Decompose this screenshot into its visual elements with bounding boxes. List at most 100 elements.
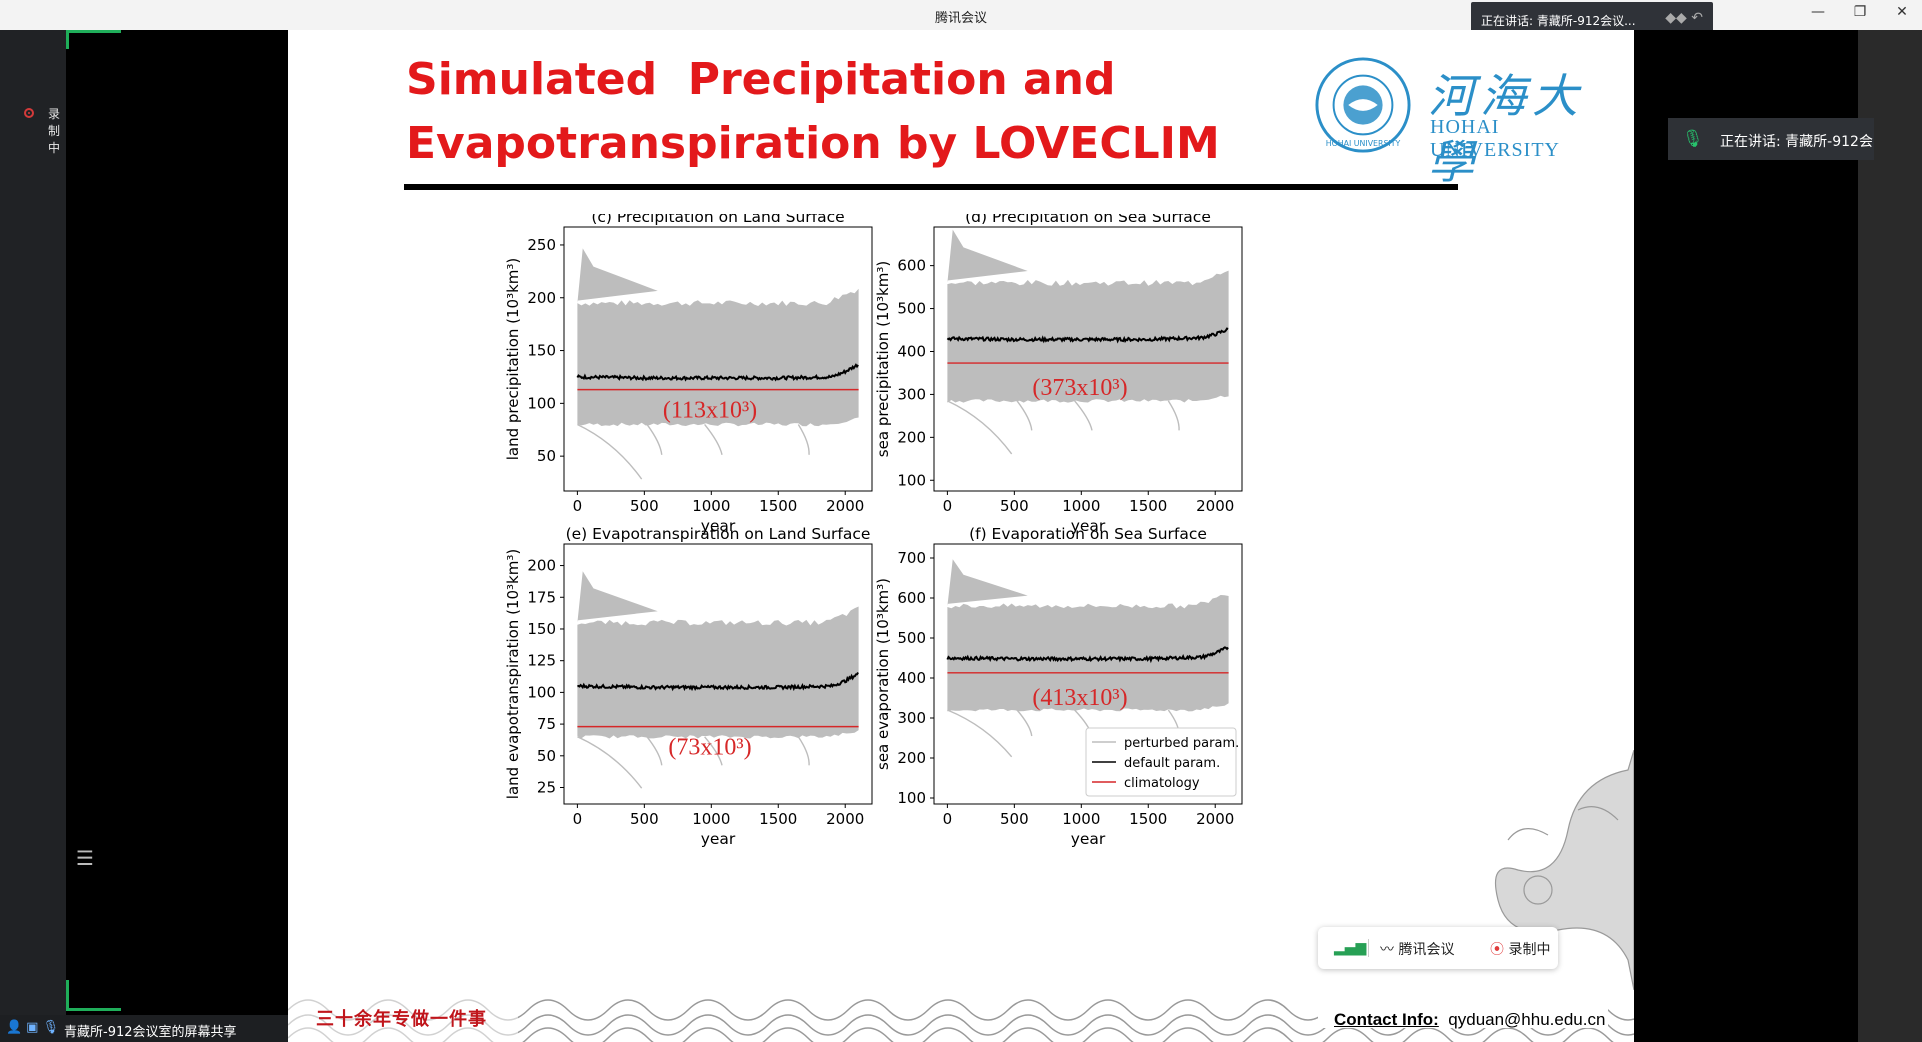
- x-axis-label: year: [1071, 517, 1106, 535]
- chart-panel-2: 0 500 1000 1500 2000 25 50 75 100 125 150 175 200 (e)…: [504, 525, 873, 848]
- perturbed-outlier-runs: [947, 559, 1028, 606]
- right-video-area: [1634, 30, 1858, 1042]
- plot-frame: [563, 226, 873, 492]
- legend-label: default param.: [1124, 756, 1220, 771]
- right-panel: [1858, 30, 1922, 1042]
- recording-icon: [24, 108, 34, 118]
- minimize-button[interactable]: —: [1811, 4, 1825, 20]
- meeting-app-button[interactable]: 〰 腾讯会议: [1380, 939, 1454, 959]
- y-tick-label: 250: [527, 236, 556, 254]
- left-panel: 录制中: [0, 30, 66, 1015]
- x-tick-label: 2000: [826, 810, 864, 828]
- x-tick-label: 1000: [692, 810, 730, 828]
- x-tick-label: 0: [573, 497, 583, 515]
- y-tick-label: 25: [537, 779, 556, 797]
- speaking-text: 正在讲话: 青藏所-912会议...: [1481, 14, 1636, 28]
- legend-label: climatology: [1124, 776, 1200, 791]
- x-tick-label: 1000: [1062, 497, 1100, 515]
- legend-label: perturbed param.: [1124, 736, 1239, 751]
- y-tick-label: 100: [527, 394, 556, 412]
- default-param-line: [946, 327, 1229, 344]
- floating-meeting-toolbar[interactable]: ▂▄▆ 〰 腾讯会议 ⦿ 录制中: [1318, 927, 1558, 969]
- plot-frame: [563, 543, 873, 805]
- footer-slogan: 三十余年专做一件事: [316, 1009, 487, 1030]
- slide-title: Simulated Precipitation and Evapotranspi…: [406, 48, 1220, 176]
- perturbed-run-line: [1016, 709, 1033, 737]
- y-tick-label: 300: [897, 709, 926, 727]
- perturbed-ensemble: [577, 571, 859, 739]
- recording-button[interactable]: ⦿ 录制中: [1490, 939, 1550, 959]
- record-label: 录制中: [1508, 942, 1551, 958]
- active-frame-corner: [66, 30, 121, 49]
- x-tick-label: 1500: [1129, 497, 1167, 515]
- plot-frame: [933, 226, 1243, 492]
- y-tick-label: 200: [897, 749, 926, 767]
- perturbed-outlier-runs: [577, 248, 658, 304]
- perturbed-ensemble-band: [577, 606, 859, 739]
- y-tick-label: 100: [897, 471, 926, 489]
- legend-box: [1085, 727, 1237, 797]
- perturbed-run-line: [947, 709, 1013, 758]
- x-tick-label: 500: [1000, 810, 1029, 828]
- record-icon: ⦿: [1490, 942, 1504, 958]
- climatology-annotation: (113x10³): [663, 398, 757, 424]
- perturbed-run-line: [704, 424, 723, 455]
- y-tick-label: 400: [897, 669, 926, 687]
- recording-label: 录制中: [48, 107, 61, 155]
- perturbed-ensemble-band: [947, 270, 1229, 403]
- collapse-arrow-icon[interactable]: ◆◆ ↶: [1665, 10, 1703, 26]
- perturbed-ensemble: [577, 248, 859, 427]
- perturbed-run-line: [1167, 400, 1180, 431]
- x-tick-label: 2000: [1196, 810, 1234, 828]
- perturbed-run-line: [577, 736, 643, 789]
- speaking-indicator-side[interactable]: 🎙 正在讲话: 青藏所-912会: [1668, 118, 1874, 160]
- app-label: 腾讯会议: [1398, 942, 1455, 958]
- y-axis-label: sea precipitation (10³km³): [874, 261, 892, 457]
- close-button[interactable]: ✕: [1896, 4, 1908, 20]
- y-tick-label: 150: [527, 620, 556, 638]
- perturbed-ensemble-band: [947, 594, 1229, 712]
- x-axis-label: year: [701, 517, 736, 535]
- default-param-line: [576, 363, 859, 382]
- x-tick-label: 2000: [826, 497, 864, 515]
- x-tick-label: 0: [943, 497, 953, 515]
- chart-title: (d) Precipitation on Sea Surface: [965, 214, 1211, 226]
- maximize-button[interactable]: ❐: [1853, 4, 1867, 20]
- y-tick-label: 700: [897, 549, 926, 567]
- default-param-line: [577, 671, 859, 692]
- chart-title: (e) Evapotranspiration on Land Surface: [566, 525, 871, 543]
- active-frame-corner: [66, 980, 121, 1011]
- y-tick-label: 50: [537, 447, 556, 465]
- participant-icons[interactable]: 👤▣🎙: [6, 1020, 63, 1035]
- y-tick-label: 125: [527, 652, 556, 670]
- default-param-line: [946, 646, 1229, 664]
- bottom-status-bar: 👤▣🎙 青藏所-912会议室的屏幕共享: [0, 1015, 288, 1042]
- contact-info: Contact Info: qyduan@hhu.edu.cn: [1334, 1010, 1605, 1030]
- x-tick-label: 0: [573, 810, 583, 828]
- perturbed-diverging-runs: [947, 400, 1180, 455]
- y-axis-label: land precipitation (10³km³): [504, 258, 522, 461]
- y-tick-label: 200: [527, 289, 556, 307]
- app-logo-icon: 〰: [1380, 942, 1394, 958]
- y-tick-label: 500: [897, 629, 926, 647]
- list-icon[interactable]: ☰: [76, 846, 94, 870]
- x-tick-label: 1000: [1062, 810, 1100, 828]
- perturbed-run-line: [704, 736, 723, 766]
- perturbed-ensemble: [947, 229, 1229, 403]
- chart-panel-1: 0 500 1000 1500 2000 100 200 300 400 500 600 (d) Pr…: [874, 214, 1243, 535]
- hohai-name-cn: 河海大學: [1428, 69, 1584, 189]
- y-tick-label: 150: [527, 342, 556, 360]
- climatology-annotation: (413x10³): [1032, 685, 1127, 711]
- climatology-annotation: (373x10³): [1032, 375, 1127, 401]
- perturbed-run-line: [646, 424, 663, 455]
- y-tick-label: 100: [897, 789, 926, 807]
- window-controls: — ❐ ✕: [1808, 4, 1912, 20]
- perturbed-run-line: [797, 424, 810, 455]
- speaking-indicator-top[interactable]: 正在讲话: 青藏所-912会议... ◆◆ ↶: [1471, 2, 1713, 36]
- x-tick-label: 2000: [1196, 497, 1234, 515]
- shared-slide: Simulated Precipitation and Evapotranspi…: [288, 30, 1634, 1042]
- x-tick-label: 500: [630, 810, 659, 828]
- signal-strength-icon: ▂▄▆: [1334, 940, 1367, 956]
- window-title: 腾讯会议: [934, 11, 987, 26]
- slide-title-line1: Simulated Precipitation and: [406, 54, 1116, 105]
